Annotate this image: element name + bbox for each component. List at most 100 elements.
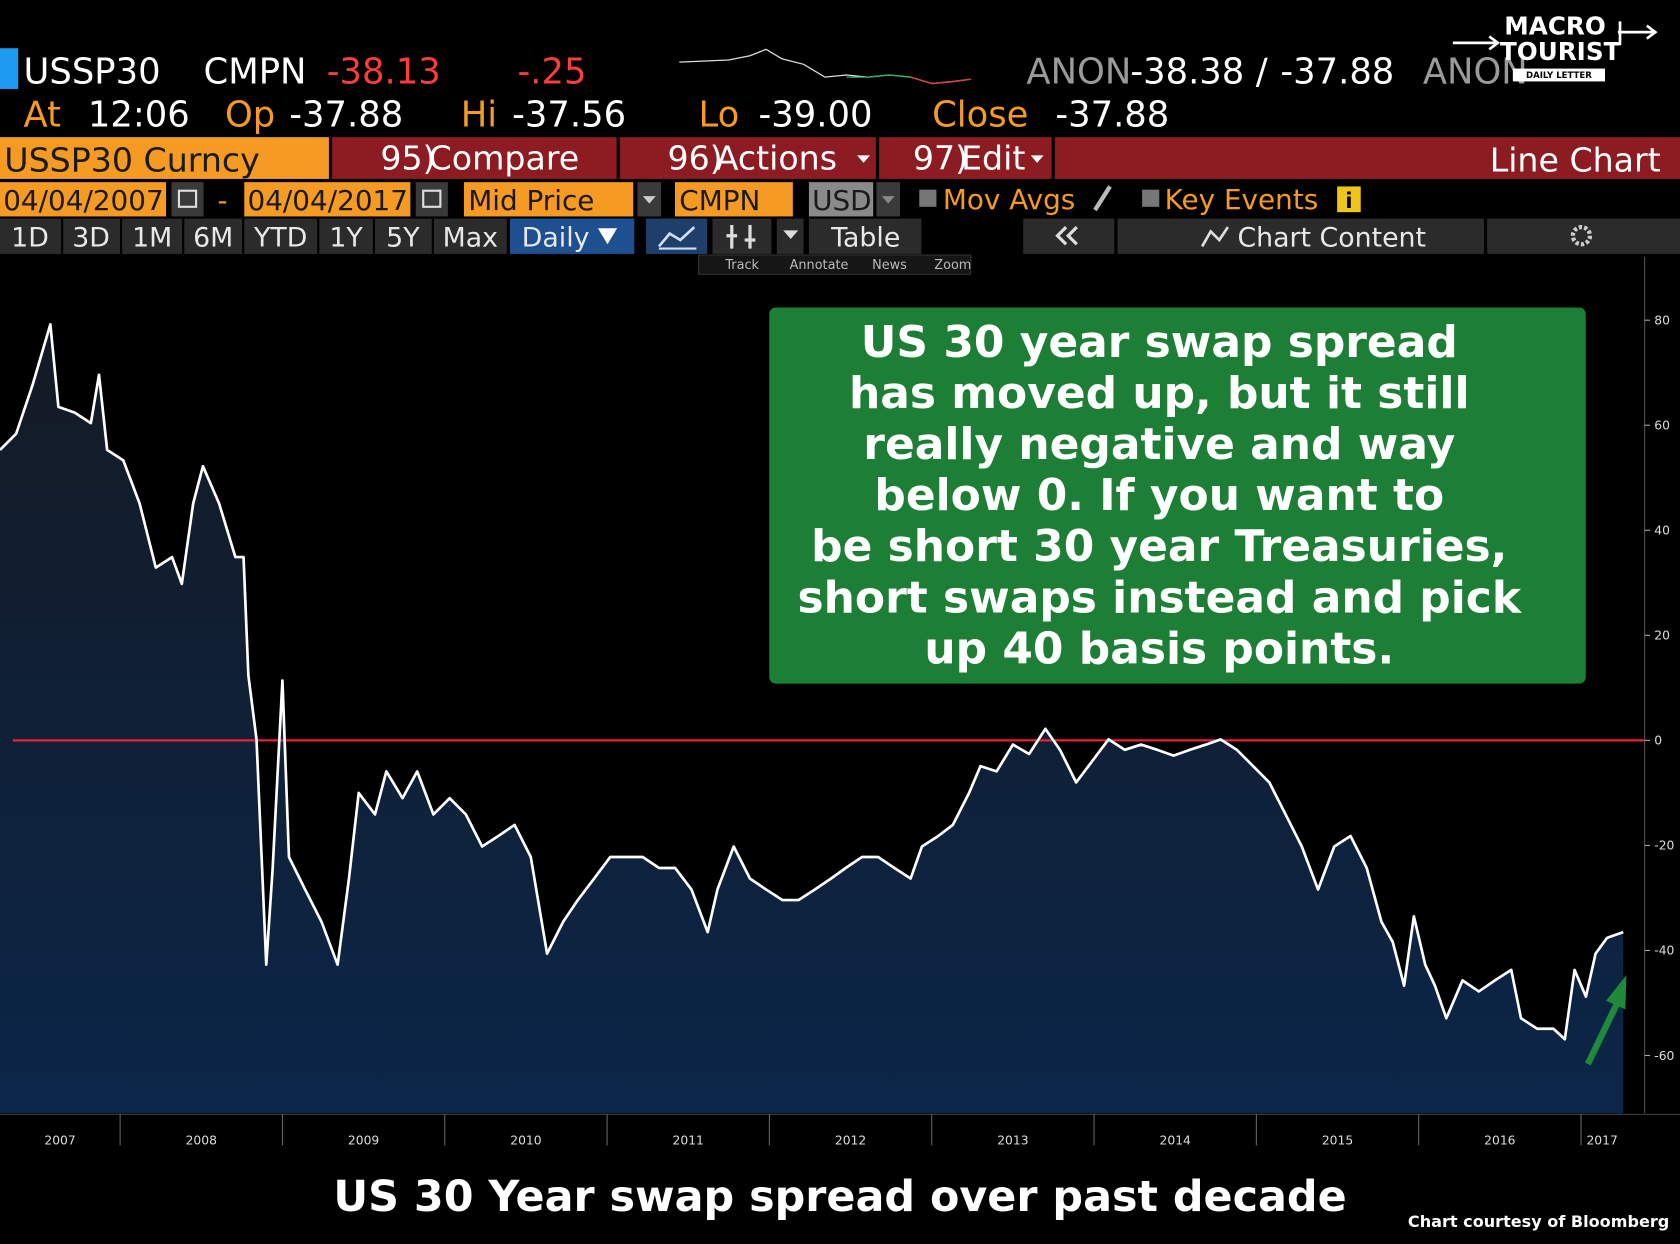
tab[interactable]: [319, 218, 373, 254]
calendar-button[interactable]: [171, 182, 204, 217]
menu-item[interactable]: Actions: [716, 138, 837, 177]
menu-number[interactable]: 95): [380, 138, 435, 177]
y-tick-label: -20: [1654, 839, 1674, 853]
ask-source: ANON: [1423, 52, 1528, 93]
marker: [0, 48, 19, 89]
y-tick-label: 20: [1654, 629, 1670, 643]
quote-value: -37.88: [1055, 94, 1169, 135]
dropdown-arrow[interactable]: [597, 228, 618, 245]
quote-label: Hi: [461, 94, 497, 135]
sparkline-down: [910, 76, 971, 85]
source-field[interactable]: [675, 182, 793, 217]
start-date[interactable]: 04/04/2007: [3, 184, 163, 217]
quote-value: 12:06: [88, 94, 190, 135]
tab-label[interactable]: 1D: [11, 222, 49, 253]
tab[interactable]: [63, 218, 120, 254]
tool-label[interactable]: Track: [724, 258, 759, 273]
tab-label[interactable]: 1Y: [329, 222, 363, 253]
logo-arrows: [1452, 21, 1658, 51]
logo-line: TOURIST: [1500, 37, 1621, 66]
pencil-icon[interactable]: [1093, 185, 1112, 212]
tab-label[interactable]: 6M: [193, 222, 233, 253]
tab-label[interactable]: Chart Content: [1238, 222, 1427, 253]
tab-active[interactable]: [510, 218, 635, 254]
logo-ribbon: [1512, 68, 1605, 82]
tab[interactable]: [808, 218, 922, 254]
date-field[interactable]: [244, 182, 411, 217]
menu-item[interactable]: Compare: [429, 138, 580, 177]
tab[interactable]: [244, 218, 318, 254]
tab-label[interactable]: YTD: [253, 222, 307, 253]
menu-number[interactable]: 97): [913, 138, 968, 177]
x-tick-label: 2013: [997, 1133, 1028, 1147]
ticker: USSP30: [24, 52, 161, 93]
x-tick-label: 2008: [186, 1133, 217, 1147]
dropdown-arrow[interactable]: [1030, 155, 1044, 163]
x-tick-label: 2016: [1484, 1133, 1515, 1147]
price-field[interactable]: [463, 182, 634, 217]
bid-source: ANON: [1026, 52, 1131, 93]
tab-label[interactable]: 1M: [132, 222, 172, 253]
menu-item[interactable]: Edit: [961, 138, 1025, 177]
annotation-line: US 30 year swap spread: [861, 317, 1458, 368]
key-events[interactable]: Key Events: [1165, 183, 1319, 216]
tab[interactable]: [0, 218, 62, 254]
calendar-icon: [177, 189, 198, 208]
mov-avgs[interactable]: Mov Avgs: [943, 183, 1075, 216]
info-icon[interactable]: i: [1345, 189, 1352, 214]
tab-label[interactable]: 3D: [72, 222, 110, 253]
dropdown-arrow: [783, 230, 799, 239]
security[interactable]: USSP30 Curncy: [4, 140, 260, 179]
y-tick-label: -40: [1654, 944, 1674, 958]
tab[interactable]: [122, 218, 183, 254]
tab-label[interactable]: Max: [443, 222, 498, 253]
info-button[interactable]: [1337, 186, 1361, 213]
calendar-button[interactable]: [415, 182, 448, 217]
tab[interactable]: [184, 218, 243, 254]
menu-number[interactable]: 96): [668, 138, 723, 177]
logo-line: DAILY LETTER: [1526, 71, 1592, 81]
date-field[interactable]: [0, 182, 167, 217]
annotation-line: up 40 basis points.: [924, 623, 1394, 674]
line-area: [0, 324, 1624, 1114]
tab[interactable]: [375, 218, 432, 254]
currency[interactable]: USD: [812, 184, 871, 217]
line-series: [0, 323, 1624, 1041]
collapse-icon[interactable]: [1055, 226, 1078, 246]
tool-button[interactable]: [1487, 218, 1680, 254]
annotation-line: short swaps instead and pick: [798, 572, 1523, 623]
x-tick-label: 2011: [673, 1133, 704, 1147]
quote-value: -37.88: [289, 94, 403, 135]
quote-label: Op: [225, 94, 275, 135]
quote-label: Lo: [699, 94, 740, 135]
dropdown-arrow[interactable]: [857, 155, 870, 163]
tab-label[interactable]: Table: [830, 222, 900, 253]
tab[interactable]: [433, 218, 507, 254]
tab[interactable]: [1117, 218, 1484, 254]
tab-label[interactable]: Daily: [522, 222, 590, 253]
checkbox[interactable]: [919, 189, 937, 207]
x-tick-label: 2015: [1322, 1133, 1353, 1147]
security-field[interactable]: [0, 137, 329, 179]
separator: /: [1256, 52, 1268, 93]
dropdown-arrow: [881, 196, 895, 204]
x-tick-label: 2010: [510, 1133, 541, 1147]
tool-label[interactable]: Annotate: [790, 258, 849, 273]
price-source[interactable]: CMPN: [679, 184, 760, 217]
price-type[interactable]: Mid Price: [468, 184, 594, 217]
tool-label[interactable]: Zoom: [934, 258, 971, 273]
annotation-box: [769, 307, 1586, 684]
tool-label[interactable]: News: [872, 258, 907, 273]
end-date[interactable]: 04/04/2017: [248, 184, 408, 217]
credit: Chart courtesy of Bloomberg: [1408, 1212, 1669, 1231]
tool-button[interactable]: [712, 218, 772, 254]
tab-label[interactable]: 5Y: [386, 222, 420, 253]
chart-icon: [1200, 226, 1229, 248]
quote-value: -39.00: [759, 94, 873, 135]
annotation-line: be short 30 year Treasuries,: [811, 521, 1507, 572]
settings-icon[interactable]: [1570, 225, 1593, 247]
dropdown-arrow: [642, 196, 656, 204]
caption: US 30 Year swap spread over past decade: [333, 1172, 1346, 1222]
currency-field[interactable]: [808, 182, 874, 217]
checkbox[interactable]: [1142, 189, 1160, 207]
